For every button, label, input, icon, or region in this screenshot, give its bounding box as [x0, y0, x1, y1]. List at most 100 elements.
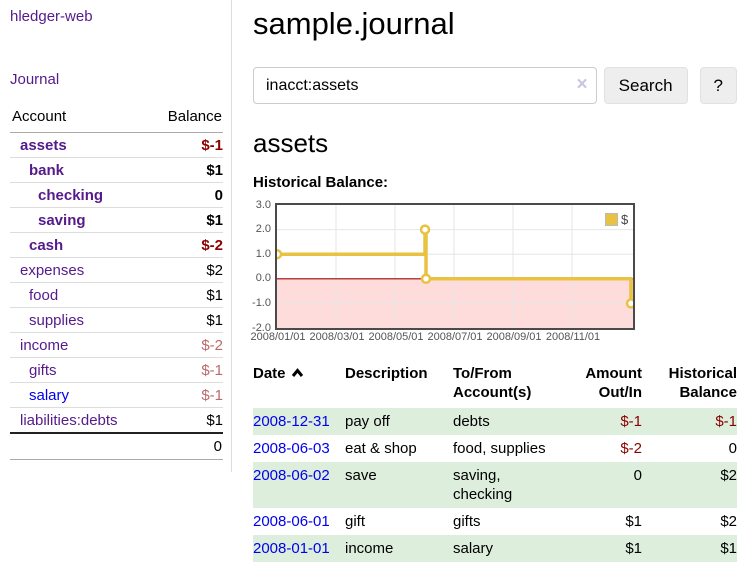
account-link-bank[interactable]: bank [29, 162, 65, 179]
header-tofrom: To/From Account(s) [453, 365, 532, 401]
account-link-salary[interactable]: salary [29, 387, 70, 404]
transaction-amount: $-2 [620, 440, 642, 457]
account-row: saving $1 [10, 207, 223, 233]
transaction-amount: 0 [575, 462, 642, 508]
account-balance: $1 [149, 157, 223, 183]
y-tick: -1.0 [252, 297, 271, 309]
transaction-description: pay off [345, 408, 453, 435]
account-balance: $-1 [149, 382, 223, 408]
transaction-accounts: food, supplies [453, 440, 546, 457]
accounts-table: Account Balance assets $-1 bank $1 check… [10, 108, 223, 460]
transaction-balance: $-1 [642, 408, 737, 435]
y-tick: 2.0 [255, 223, 271, 235]
transaction-date-link[interactable]: 2008-06-02 [253, 467, 330, 484]
account-link-gifts[interactable]: gifts [29, 362, 57, 379]
transaction-date-link[interactable]: 2008-06-01 [253, 513, 330, 530]
transaction-accounts: gifts [453, 513, 481, 530]
transaction-accounts: saving, checking [453, 462, 575, 508]
x-tick: 2008/01/01 [250, 331, 306, 343]
transaction-accounts: salary [453, 535, 575, 562]
account-link-food[interactable]: food [29, 287, 59, 304]
account-balance: $-2 [149, 232, 223, 258]
account-balance: $1 [149, 282, 223, 308]
transaction-amount: $1 [625, 513, 642, 530]
transaction-balance: $1 [642, 535, 737, 562]
account-link-cash[interactable]: cash [29, 237, 64, 254]
transactions-table: Date Description To/From Account(s) Amou… [253, 364, 737, 562]
y-tick: -2.0 [252, 322, 271, 334]
transaction-amount: $1 [575, 535, 642, 562]
transaction-date-link[interactable]: 2008-12-31 [253, 413, 330, 430]
account-link-liabilities-debts[interactable]: liabilities:debts [20, 412, 118, 429]
x-tick: 2008/11/01 [545, 331, 601, 343]
transaction-date-link[interactable]: 2008-01-01 [253, 540, 330, 557]
account-row: salary $-1 [10, 382, 223, 408]
account-link-saving[interactable]: saving [38, 212, 86, 229]
transaction-row: 2008-06-01 gift gifts $1 $2 [253, 508, 737, 535]
sort-ascending-icon [291, 364, 304, 383]
accounts-total-value: 0 [149, 432, 223, 460]
account-link-supplies[interactable]: supplies [29, 312, 85, 329]
transactions-header-row: Date Description To/From Account(s) Amou… [253, 364, 737, 408]
x-tick: 2008/09/01 [486, 331, 542, 343]
account-row: liabilities:debts $1 [10, 407, 223, 434]
app-title-link[interactable]: hledger-web [10, 8, 93, 25]
account-row: checking 0 [10, 182, 223, 208]
account-row: supplies $1 [10, 307, 223, 333]
gridlines [277, 205, 633, 328]
clear-search-icon[interactable]: × [576, 74, 588, 95]
account-row: gifts $-1 [10, 357, 223, 383]
account-balance: $1 [149, 307, 223, 333]
accounts-total-row: 0 [10, 432, 223, 460]
sidebar-item-journal[interactable]: Journal [10, 71, 60, 88]
help-button[interactable]: ? [699, 67, 737, 104]
journal-nav: Journal [10, 71, 223, 88]
x-tick: 2008/05/01 [368, 331, 424, 343]
header-date-label: Date [253, 365, 286, 382]
account-row: income $-2 [10, 332, 223, 358]
header-description: Description [345, 365, 428, 382]
account-balance: $-2 [149, 332, 223, 358]
chart-title: Historical Balance: [253, 174, 389, 191]
account-balance: $-1 [149, 132, 223, 158]
header-amount: Amount Out/In [585, 365, 642, 401]
account-link-expenses[interactable]: expenses [20, 262, 85, 279]
data-point-markers[interactable] [275, 224, 635, 309]
header-balance: Historical Balance [668, 365, 737, 401]
search-box: × [253, 67, 597, 104]
account-balance: $1 [149, 207, 223, 233]
chart-plot-area [275, 203, 635, 330]
y-tick: 3.0 [255, 199, 271, 211]
transaction-description: eat & shop [345, 440, 417, 457]
account-balance: $1 [149, 407, 223, 434]
header-date[interactable]: Date [253, 364, 345, 408]
account-row: bank $1 [10, 157, 223, 183]
transaction-row: 2008-06-03 eat & shop food, supplies $-2… [253, 435, 737, 462]
transaction-date-link[interactable]: 2008-06-03 [253, 440, 330, 457]
transaction-balance: $2 [642, 462, 737, 508]
transaction-description: gift [345, 513, 366, 530]
page-title: sample.journal [253, 6, 455, 41]
accounts-header-balance: Balance [149, 108, 223, 133]
account-row: cash $-2 [10, 232, 223, 258]
account-row: food $1 [10, 282, 223, 308]
account-link-income[interactable]: income [20, 337, 69, 354]
account-row: expenses $2 [10, 257, 223, 283]
transaction-row: 2008-01-01 income salary $1 $1 [253, 535, 737, 562]
account-balance: 0 [149, 182, 223, 208]
main-content: sample.journal × Search ? assets Histori… [233, 0, 742, 562]
transaction-description: income [345, 535, 453, 562]
legend-swatch-icon [605, 213, 618, 226]
x-tick: 2008/07/01 [427, 331, 483, 343]
chart-legend: $ [603, 211, 631, 228]
transaction-balance: $2 [720, 513, 737, 530]
transaction-balance: 0 [728, 440, 737, 457]
search-button[interactable]: Search [603, 67, 688, 104]
search-input[interactable] [253, 67, 597, 104]
account-link-assets[interactable]: assets [20, 137, 67, 154]
account-link-checking[interactable]: checking [38, 187, 104, 204]
transaction-amount: $-1 [575, 408, 642, 435]
app-title: hledger-web [10, 8, 223, 25]
transaction-row: 2008-12-31 pay off debts $-1 $-1 [253, 408, 737, 435]
chart-border [275, 203, 635, 330]
